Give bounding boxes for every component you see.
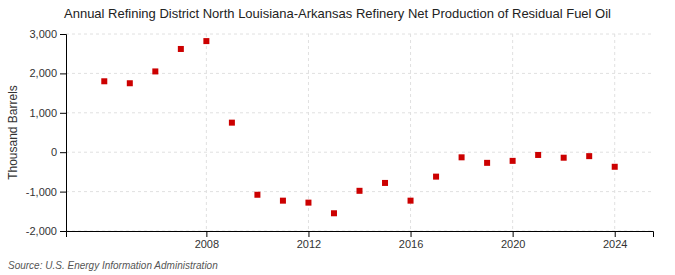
point bbox=[127, 80, 133, 86]
y-axis-line bbox=[60, 35, 67, 232]
point bbox=[152, 68, 158, 74]
x-axis: 2008 2012 2016 2020 2024 bbox=[67, 231, 654, 250]
y-tick-mark bbox=[60, 231, 66, 232]
points bbox=[101, 38, 617, 216]
source: Source: U.S. Energy Information Administ… bbox=[8, 260, 218, 271]
y-tick: -1,000 bbox=[26, 186, 66, 198]
y-axis: -2,000 -1,000 0 1,000 2,000 3,000 bbox=[26, 28, 67, 237]
x-axis-line bbox=[67, 232, 654, 238]
point bbox=[357, 188, 363, 194]
y-tick-label: 1,000 bbox=[29, 107, 57, 119]
y-tick-label: 3,000 bbox=[29, 28, 57, 40]
x-tick-mark bbox=[513, 231, 514, 237]
x-tick: 2012 bbox=[297, 231, 321, 250]
x-tick-mark bbox=[308, 231, 309, 237]
point bbox=[433, 174, 439, 180]
point bbox=[280, 198, 286, 204]
x-grid-line bbox=[206, 34, 207, 231]
point bbox=[229, 120, 235, 126]
point bbox=[408, 198, 414, 204]
point bbox=[484, 160, 490, 166]
y-tick: 3,000 bbox=[29, 28, 66, 40]
x-tick-label: 2012 bbox=[297, 238, 321, 250]
point bbox=[203, 38, 209, 44]
x-tick-mark bbox=[615, 231, 616, 237]
x-tick-label: 2024 bbox=[603, 238, 627, 250]
point bbox=[459, 154, 465, 160]
x-tick-label: 2016 bbox=[399, 238, 423, 250]
x-tick-mark bbox=[411, 231, 412, 237]
point bbox=[101, 78, 107, 84]
point bbox=[331, 210, 337, 216]
y-grid-line bbox=[66, 112, 653, 113]
title: Annual Refining District North Louisiana… bbox=[64, 6, 611, 21]
y-tick-mark bbox=[60, 152, 66, 153]
point bbox=[305, 200, 311, 206]
point bbox=[382, 180, 388, 186]
x-tick: 2020 bbox=[501, 231, 525, 250]
grid bbox=[66, 34, 653, 231]
y-tick-label: -1,000 bbox=[26, 186, 57, 198]
y-tick: 1,000 bbox=[29, 107, 66, 119]
point bbox=[612, 164, 618, 170]
y-grid-line bbox=[66, 34, 653, 35]
x-grid-line bbox=[614, 34, 615, 231]
y-tick-mark bbox=[60, 113, 66, 114]
plot-area: 2008 2012 2016 2020 2024 -2,000 -1,000 0 1,000 2,… bbox=[26, 28, 654, 250]
point bbox=[178, 46, 184, 52]
y-tick-mark bbox=[60, 73, 66, 74]
y-tick-label: 2,000 bbox=[29, 67, 57, 79]
y-axis-title: Thousand Barrels bbox=[6, 85, 20, 180]
y-tick-mark bbox=[60, 34, 66, 35]
y-tick-label: -2,000 bbox=[26, 225, 57, 237]
x-tick: 2016 bbox=[399, 231, 423, 250]
y-tick: 0 bbox=[51, 146, 66, 158]
point bbox=[535, 152, 541, 158]
x-tick-mark bbox=[206, 231, 207, 237]
y-tick-mark bbox=[60, 192, 66, 193]
x-tick: 2024 bbox=[603, 231, 627, 250]
x-grid-line bbox=[512, 34, 513, 231]
chart: 2008 2012 2016 2020 2024 -2,000 -1,000 0 1,000 2,… bbox=[0, 0, 675, 275]
y-grid-line bbox=[66, 152, 653, 153]
x-tick-label: 2020 bbox=[501, 238, 525, 250]
point bbox=[510, 158, 516, 164]
y-tick: -2,000 bbox=[26, 225, 66, 237]
x-tick-label: 2008 bbox=[195, 238, 219, 250]
x-tick: 2008 bbox=[195, 231, 219, 250]
point bbox=[561, 155, 567, 161]
point bbox=[586, 153, 592, 159]
y-tick-label: 0 bbox=[51, 146, 57, 158]
y-tick: 2,000 bbox=[29, 67, 66, 79]
point bbox=[254, 192, 260, 198]
